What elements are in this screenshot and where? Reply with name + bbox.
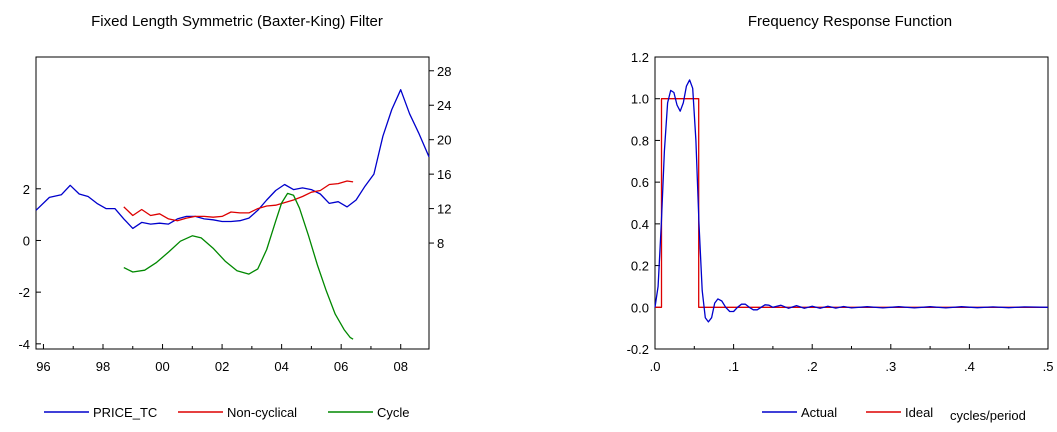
right-y-tick-label: 16 (437, 167, 451, 182)
right-y-tick-label: 12 (437, 202, 451, 217)
chart-baxter-king: Fixed Length Symmetric (Baxter-King) Fil… (18, 13, 451, 420)
x-axis-ticks: 96 98 00 02 04 06 08 (36, 344, 408, 374)
x-tick-label: .1 (728, 359, 739, 374)
x-axis-label: cycles/period (950, 408, 1026, 423)
y-tick-label: 0.2 (631, 259, 649, 274)
legend-label-non-cyclical: Non-cyclical (227, 405, 297, 420)
legend-label-actual: Actual (801, 405, 837, 420)
left-y-axis-ticks: 2 0 -2 -4 (18, 182, 41, 352)
right-y-axis-ticks: 28 24 20 16 12 8 (429, 64, 451, 251)
series-line-non-cyclical (123, 180, 354, 222)
left-y-tick-label: -2 (18, 285, 30, 300)
series-line-cycle (123, 192, 354, 340)
x-tick-label: 08 (393, 359, 407, 374)
x-tick-label: .5 (1043, 359, 1054, 374)
y-tick-label: 1.0 (631, 92, 649, 107)
x-tick-label: .3 (885, 359, 896, 374)
x-tick-label: 06 (334, 359, 348, 374)
right-y-tick-label: 24 (437, 98, 451, 113)
y-tick-label: 1.2 (631, 50, 649, 65)
x-tick-label: .4 (964, 359, 975, 374)
y-tick-label: 0.6 (631, 175, 649, 190)
y-tick-label: 0.4 (631, 217, 649, 232)
left-y-tick-label: -4 (18, 337, 30, 352)
x-tick-label: 02 (215, 359, 229, 374)
plot-frame (35, 56, 430, 350)
legend-label-cycle: Cycle (377, 405, 410, 420)
left-y-tick-label: 0 (23, 233, 30, 248)
legend: PRICE_TC Non-cyclical Cycle (44, 405, 410, 420)
series-line-price-tc (35, 89, 430, 230)
chart-title: Fixed Length Symmetric (Baxter-King) Fil… (91, 13, 383, 30)
series-line-ideal (655, 98, 1048, 308)
legend-label-ideal: Ideal (905, 405, 933, 420)
chart-title: Frequency Response Function (748, 13, 952, 30)
series-lines (35, 89, 430, 340)
right-y-tick-label: 28 (437, 64, 451, 79)
left-y-tick-label: 2 (23, 182, 30, 197)
chart-frequency-response: Frequency Response Function .0 .1 .2 .3 .4 .5… (627, 13, 1054, 423)
x-tick-label: 00 (155, 359, 169, 374)
x-tick-label: .2 (807, 359, 818, 374)
x-tick-label: 04 (274, 359, 288, 374)
legend-label-price-tc: PRICE_TC (93, 405, 157, 420)
right-y-tick-label: 8 (437, 236, 444, 251)
y-tick-label: -0.2 (627, 342, 649, 357)
y-tick-label: 0.0 (631, 300, 649, 315)
y-axis-ticks: 1.2 1.0 0.8 0.6 0.4 0.2 0.0 -0.2 (627, 50, 660, 357)
series-lines (654, 79, 1049, 323)
x-tick-label: 98 (96, 359, 110, 374)
x-tick-label: .0 (650, 359, 661, 374)
x-axis-ticks: .0 .1 .2 .3 .4 .5 (650, 344, 1054, 374)
right-y-tick-label: 20 (437, 133, 451, 148)
y-tick-label: 0.8 (631, 133, 649, 148)
series-line-actual (654, 79, 1049, 323)
legend: Actual Ideal cycles/period (762, 405, 1026, 423)
x-tick-label: 96 (36, 359, 50, 374)
